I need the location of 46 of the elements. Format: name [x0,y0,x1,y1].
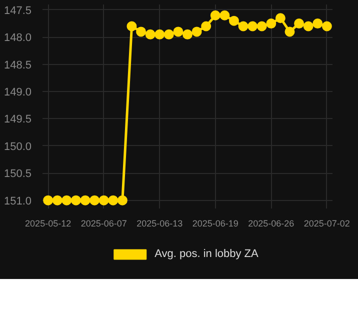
point [62,195,72,206]
point [275,13,286,24]
y-tick-label: 148.5 [4,59,32,72]
point [136,26,146,37]
point [90,195,100,206]
y-tick-label: 151.0 [4,195,32,208]
point [284,26,295,37]
y-tick-label: 148.0 [4,32,32,44]
point [303,21,314,32]
point [70,195,81,206]
point [294,18,304,29]
x-tick-label: 2025-06-26 [248,218,294,228]
point [52,195,62,206]
point [312,18,323,29]
y-tick-label: 149.0 [4,86,32,99]
point [192,26,202,37]
x-tick-label: 2025-06-13 [136,218,183,228]
point [154,29,165,40]
x-tick-label: 2025-06-19 [192,218,238,228]
point [117,195,128,206]
point [80,195,90,206]
point [322,21,332,32]
point [173,26,184,37]
y-tick-label: 150.0 [4,140,32,153]
legend-label: Avg. pos. in lobby ZA [154,248,258,260]
point [164,29,174,40]
point [228,16,239,26]
point [108,195,118,206]
y-tick-label: 149.5 [4,114,32,126]
x-tick-label: 2025-06-07 [80,218,127,228]
x-tick-label: 2025-05-12 [25,218,72,228]
y-tick-label: 150.5 [4,168,32,180]
y-tick-label: 147.5 [4,4,32,17]
point [126,21,137,32]
point [43,195,54,206]
x-tick-label: 2025-07-02 [304,218,350,228]
point [220,10,230,20]
point [266,18,276,29]
point [182,29,192,40]
point [248,21,258,32]
point [256,21,267,32]
point [238,21,248,32]
point [145,29,156,40]
point [210,10,220,20]
point [201,21,212,32]
point [98,195,109,206]
